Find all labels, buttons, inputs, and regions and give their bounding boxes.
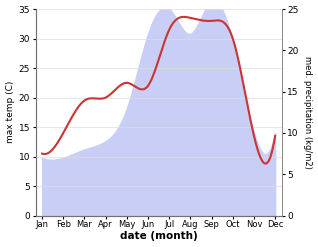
Y-axis label: med. precipitation (kg/m2): med. precipitation (kg/m2) <box>303 56 313 169</box>
X-axis label: date (month): date (month) <box>120 231 197 242</box>
Y-axis label: max temp (C): max temp (C) <box>5 81 15 144</box>
